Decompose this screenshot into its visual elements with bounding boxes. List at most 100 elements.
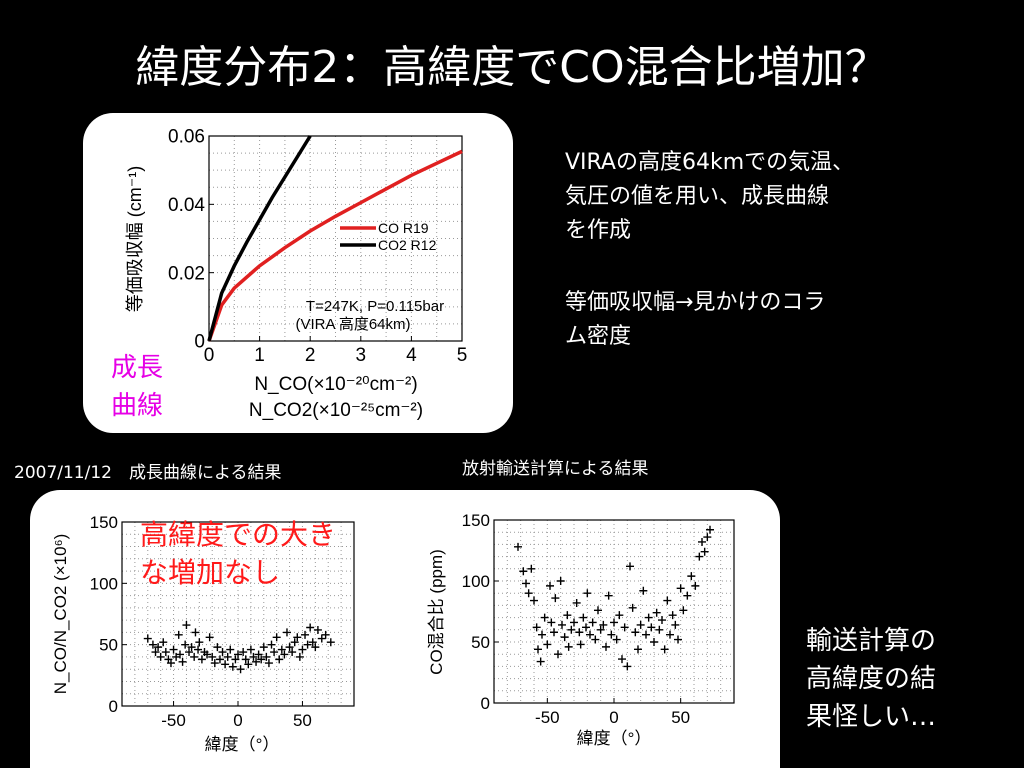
conclusion-line1: 輸送計算の xyxy=(806,626,937,656)
x-tick-label: 4 xyxy=(406,345,417,366)
data-point-marker xyxy=(174,630,183,639)
data-point-marker xyxy=(532,623,541,632)
radiative-transfer-scatter-chart: -50 0 50 0 50 100 150 CO混合比 (ppm) 緯度（°） xyxy=(427,511,735,748)
data-point-marker xyxy=(547,618,556,627)
data-point-marker xyxy=(275,655,284,664)
growth-curve-label-line1: 成長 xyxy=(111,353,164,383)
data-point-marker xyxy=(226,645,235,654)
data-point-marker xyxy=(252,657,261,666)
data-point-marker xyxy=(298,645,307,654)
chart-annotation-altitude: (VIRA 高度64km) xyxy=(295,316,410,333)
data-point-marker xyxy=(228,662,237,671)
y-tick-label: 100 xyxy=(90,574,118,593)
data-point-marker xyxy=(536,657,545,666)
data-point-marker xyxy=(151,648,160,657)
data-point-marker xyxy=(282,628,291,637)
x-tick-label: 0 xyxy=(204,345,215,366)
data-point-marker xyxy=(182,621,191,630)
data-point-marker xyxy=(610,618,618,627)
data-point-marker xyxy=(197,655,206,664)
data-point-marker xyxy=(143,634,152,643)
data-point-marker xyxy=(223,652,232,661)
data-point-marker xyxy=(563,611,572,620)
data-point-marker xyxy=(221,660,230,669)
data-point-marker xyxy=(655,625,664,634)
data-point-marker xyxy=(306,623,315,632)
data-point-marker xyxy=(519,567,528,576)
x-tick-label: 50 xyxy=(293,711,312,730)
left-caption: 2007/11/12 成長曲線による結果 xyxy=(14,463,282,483)
data-point-marker xyxy=(208,652,217,661)
data-point-marker xyxy=(239,648,248,657)
x-tick-label: -50 xyxy=(535,708,560,727)
data-point-marker xyxy=(634,645,642,654)
data-point-marker xyxy=(241,655,250,664)
data-point-marker xyxy=(576,640,585,649)
data-point-marker xyxy=(187,643,196,652)
data-point-marker xyxy=(620,623,629,632)
data-point-marker xyxy=(169,645,178,654)
data-point-marker xyxy=(148,640,157,649)
x-tick-label: 1 xyxy=(254,345,265,366)
data-point-marker xyxy=(264,659,273,668)
legend-label: CO2 R12 xyxy=(378,237,437,253)
no-increase-note: 高緯度での大き な増加なし xyxy=(140,516,336,592)
conclusion-line3: 果怪しい… xyxy=(806,702,937,732)
data-point-marker xyxy=(695,552,704,561)
data-point-marker xyxy=(602,642,610,651)
data-point-marker xyxy=(231,655,240,664)
data-point-marker xyxy=(522,579,530,588)
data-point-marker xyxy=(154,643,163,652)
method-note-line2: 気圧の値を用い、成長曲線 xyxy=(565,184,830,209)
data-point-marker xyxy=(663,596,672,605)
data-point-marker xyxy=(554,650,562,659)
data-point-marker xyxy=(652,608,661,617)
data-point-marker xyxy=(159,638,168,647)
data-point-marker xyxy=(679,606,688,615)
conclusion-note: 輸送計算の 高緯度の結 果怪しい… xyxy=(806,622,936,736)
data-point-marker xyxy=(551,594,560,603)
data-point-marker xyxy=(218,648,227,657)
data-point-marker xyxy=(178,657,187,666)
y-tick-label: 0.02 xyxy=(168,263,205,284)
column-density-note: 等価吸収幅→見かけのコラ ム密度 xyxy=(565,286,825,354)
data-point-marker xyxy=(190,652,199,661)
data-point-marker xyxy=(257,655,266,664)
growth-curve-label-line2: 曲線 xyxy=(111,391,164,421)
y-tick-label: 150 xyxy=(90,513,118,532)
data-point-marker xyxy=(176,650,184,659)
x-tick-label: 0 xyxy=(233,711,242,730)
data-point-marker xyxy=(668,611,677,620)
data-point-marker xyxy=(308,638,317,647)
data-point-marker xyxy=(540,613,549,622)
data-point-marker xyxy=(626,562,634,571)
data-point-marker xyxy=(514,542,522,551)
data-point-marker xyxy=(301,630,310,639)
data-point-marker xyxy=(607,630,616,639)
x-axis-label: 緯度（°） xyxy=(577,729,652,748)
data-point-marker xyxy=(527,564,536,573)
data-point-marker xyxy=(660,645,669,654)
data-point-marker xyxy=(687,572,696,581)
data-point-marker xyxy=(671,620,680,629)
data-point-marker xyxy=(612,635,621,644)
data-point-marker xyxy=(534,645,542,654)
data-point-marker xyxy=(570,618,578,627)
data-point-marker xyxy=(615,611,624,620)
data-point-marker xyxy=(647,623,656,632)
data-point-marker xyxy=(249,652,258,661)
data-point-marker xyxy=(215,655,224,664)
data-point-marker xyxy=(210,659,219,668)
data-point-marker xyxy=(213,643,222,652)
data-point-marker xyxy=(280,650,289,659)
data-point-marker xyxy=(267,640,276,649)
x-tick-label: 3 xyxy=(356,345,367,366)
x-axis-label-co2: N_CO2(×10⁻²⁵cm⁻²) xyxy=(249,400,423,421)
data-point-marker xyxy=(524,589,533,598)
data-point-marker xyxy=(194,645,203,654)
y-axis-label: 等価吸収幅 (cm⁻¹) xyxy=(125,166,145,312)
data-point-marker xyxy=(579,613,588,622)
data-point-marker xyxy=(642,630,650,639)
y-tick-label: 150 xyxy=(462,511,490,530)
data-point-marker xyxy=(564,642,573,651)
